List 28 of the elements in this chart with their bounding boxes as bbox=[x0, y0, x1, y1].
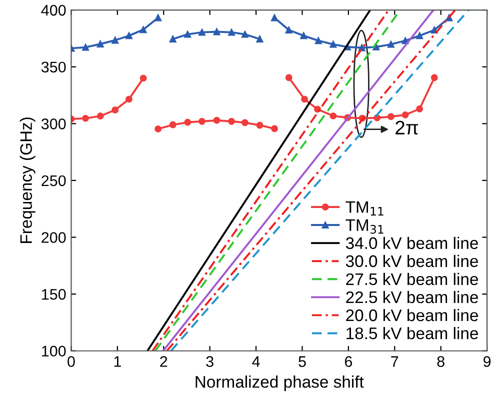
x-tick-label: 7 bbox=[391, 356, 398, 367]
y-tick-label: 100 bbox=[42, 346, 66, 357]
x-tick-label: 1 bbox=[114, 356, 121, 367]
legend-label: 30.0 kV beam line bbox=[346, 254, 478, 268]
annotation: 2π bbox=[396, 120, 418, 135]
y-tick-label: 350 bbox=[41, 62, 66, 73]
legend-label: 18.5 kV beam line bbox=[346, 327, 478, 340]
x-tick-label: 9 bbox=[484, 356, 491, 367]
legend-label: TM$_{11}$ bbox=[346, 201, 384, 216]
x-tick-label: 4 bbox=[252, 356, 260, 367]
x-tick-label: 3 bbox=[206, 356, 214, 367]
x-tick-label: 2 bbox=[160, 356, 168, 367]
x-tick-label: 8 bbox=[437, 356, 444, 367]
legend-label: TM$_{31}$ bbox=[346, 219, 384, 234]
legend-label: 27.5 kV beam line bbox=[346, 272, 478, 286]
y-tick-label: 200 bbox=[42, 232, 66, 243]
y-tick-label: 300 bbox=[41, 118, 66, 130]
y-tick-label: 250 bbox=[42, 175, 66, 186]
legend-label: 20.0 kV beam line bbox=[346, 308, 478, 322]
x-axis-title: Normalized phase shift bbox=[196, 376, 364, 392]
x-tick-label: 5 bbox=[298, 356, 306, 367]
y-tick-label: 400 bbox=[41, 4, 66, 16]
legend-label: 22.5 kV beam line bbox=[346, 290, 478, 304]
y-axis-title: Frequency (GHz) bbox=[20, 118, 36, 243]
y-tick-label: 150 bbox=[42, 288, 66, 300]
legend-label: 34.0 kV beam line bbox=[346, 236, 478, 250]
x-tick-label: 0 bbox=[68, 356, 75, 367]
x-tick-label: 6 bbox=[344, 356, 352, 367]
